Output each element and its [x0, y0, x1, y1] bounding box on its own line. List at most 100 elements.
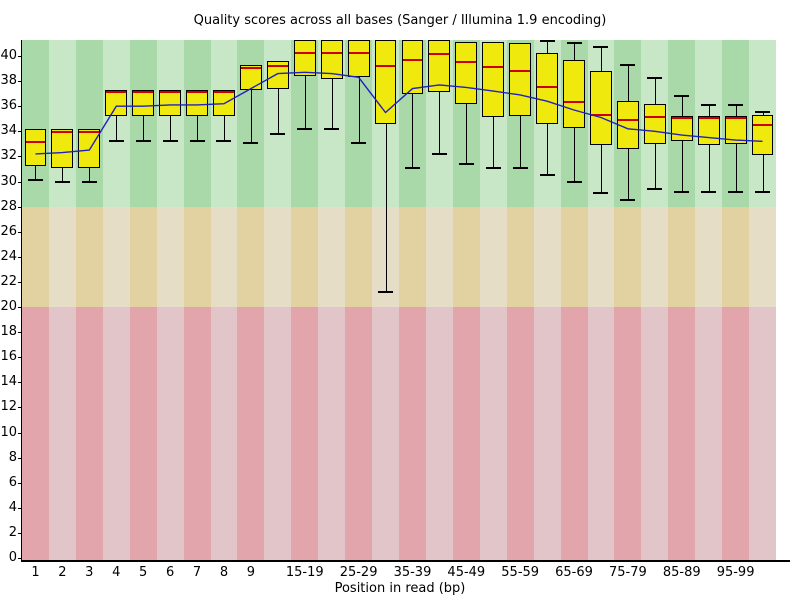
median-line — [52, 131, 73, 134]
zone-ok-stripe — [264, 206, 292, 307]
y-tick-mark — [18, 106, 22, 108]
upper-whisker-stem — [627, 63, 629, 102]
quartile-box — [78, 128, 101, 168]
zone-ok-stripe — [560, 206, 588, 307]
lower-whisker-stem — [412, 93, 414, 168]
lower-whisker-stem — [250, 89, 252, 143]
zone-poor-stripe — [560, 307, 588, 560]
lower-whisker-stem — [385, 123, 387, 292]
quartile-box — [186, 89, 208, 117]
quartile-box — [643, 103, 666, 144]
zone-poor-stripe — [452, 307, 481, 560]
lower-whisker-stem — [62, 167, 64, 182]
median-line — [133, 91, 154, 94]
quartile-box — [563, 59, 585, 128]
upper-whisker-cap — [620, 63, 636, 66]
upper-whisker-cap — [755, 111, 771, 114]
x-tick-label: 4 — [112, 565, 121, 580]
x-tick-label: 65-69 — [555, 565, 593, 580]
quartile-box — [590, 71, 612, 146]
median-line — [187, 91, 207, 94]
zone-poor-stripe — [695, 307, 723, 560]
upper-whisker-stem — [547, 40, 549, 54]
y-tick-label: 12 — [0, 399, 17, 415]
upper-whisker-stem — [574, 42, 576, 60]
zone-ok-stripe — [22, 206, 50, 307]
lower-whisker-cap — [404, 166, 420, 169]
median-line — [564, 101, 584, 104]
lower-whisker-cap — [728, 190, 744, 193]
y-tick-label: 26 — [0, 223, 17, 239]
median-line — [510, 69, 531, 72]
zone-poor-stripe — [156, 307, 185, 560]
lower-whisker-cap — [431, 152, 447, 155]
y-tick-mark — [18, 407, 22, 409]
median-line — [294, 52, 315, 55]
median-line — [617, 118, 638, 121]
lower-whisker-stem — [143, 116, 145, 142]
quartile-box — [616, 101, 639, 149]
zone-poor-stripe — [587, 307, 615, 560]
quartile-box — [509, 43, 532, 117]
lower-whisker-cap — [270, 132, 286, 135]
median-line — [591, 113, 611, 116]
x-axis-label: Position in read (bp) — [334, 581, 466, 596]
x-tick-label: 2 — [58, 565, 67, 580]
zone-good-stripe — [22, 40, 50, 207]
median-line — [402, 58, 423, 61]
zone-poor-stripe — [399, 307, 427, 560]
y-tick-label: 20 — [0, 299, 17, 314]
y-tick-label: 30 — [0, 173, 17, 189]
zone-ok-stripe — [452, 206, 481, 307]
median-line — [267, 64, 288, 67]
y-tick-mark — [18, 206, 22, 208]
y-tick-mark — [18, 81, 22, 83]
lower-whisker-cap — [216, 140, 232, 143]
y-tick-mark — [18, 357, 22, 359]
y-tick-label: 0 — [8, 550, 17, 565]
y-tick-mark — [18, 558, 22, 559]
upper-whisker-cap — [593, 45, 609, 48]
lower-whisker-stem — [304, 76, 306, 129]
y-axis-line — [21, 40, 22, 560]
zone-ok-stripe — [102, 206, 131, 307]
x-tick-label: 6 — [165, 565, 175, 580]
median-line — [375, 64, 396, 67]
y-tick-label: 40 — [0, 48, 17, 63]
y-tick-mark — [18, 307, 22, 308]
x-tick-label: 25-29 — [339, 565, 378, 580]
zone-poor-stripe — [264, 307, 292, 560]
lower-whisker-stem — [197, 116, 199, 142]
zone-poor-stripe — [75, 307, 104, 560]
zone-ok-stripe — [210, 206, 238, 307]
lower-whisker-cap — [108, 140, 124, 143]
lower-whisker-stem — [708, 145, 710, 192]
lower-whisker-cap — [458, 162, 474, 165]
upper-whisker-stem — [654, 77, 656, 104]
y-tick-mark — [18, 382, 22, 384]
lower-whisker-stem — [762, 155, 764, 192]
lower-whisker-cap — [674, 190, 690, 193]
y-tick-label: 10 — [0, 424, 17, 440]
zone-poor-stripe — [102, 307, 131, 560]
lower-whisker-stem — [574, 127, 576, 182]
lower-whisker-cap — [701, 190, 717, 193]
zone-poor-stripe — [425, 307, 454, 560]
zone-ok-stripe — [345, 206, 373, 307]
quartile-box — [320, 40, 343, 79]
median-line — [106, 91, 127, 94]
zone-poor-stripe — [372, 307, 400, 560]
quartile-box — [159, 89, 182, 117]
quartile-box — [347, 40, 370, 78]
y-tick-label: 6 — [8, 474, 17, 490]
lower-whisker-cap — [297, 127, 313, 130]
y-tick-mark — [18, 332, 22, 334]
lower-whisker-cap — [189, 140, 205, 143]
zone-ok-stripe — [695, 206, 723, 307]
y-tick-mark — [18, 231, 22, 233]
y-tick-label: 18 — [0, 324, 17, 340]
x-tick-label: 9 — [246, 565, 256, 580]
quartile-box — [455, 42, 478, 104]
median-line — [644, 116, 665, 119]
